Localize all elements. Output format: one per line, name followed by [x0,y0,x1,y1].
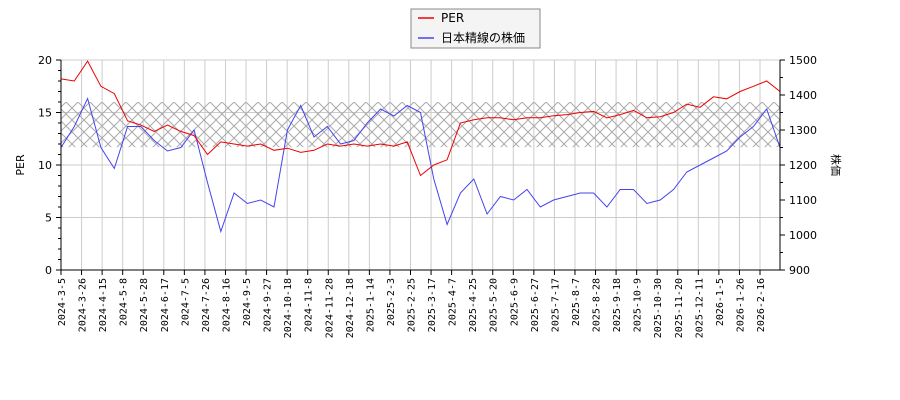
per-line [60,60,781,177]
x-tick-label: 2025-4-25 [468,278,479,332]
x-tick-label: 2024-7-26 [201,278,212,332]
range-band [61,102,780,148]
x-tick-label: 2024-4-15 [98,278,109,332]
stock-price-line [60,97,781,234]
x-tick-label: 2025-8-7 [571,278,582,326]
right-tick-label: 900 [789,264,810,277]
right-tick-label: 1400 [789,89,817,102]
right-tick-label: 1300 [789,124,817,137]
legend-price-label: 日本精線の株価 [441,30,525,45]
left-axis-title: PER [14,154,27,176]
x-tick-label: 2026-1-26 [735,278,746,332]
x-tick-label: 2025-6-9 [509,278,520,326]
x-tick-label: 2024-3-5 [57,278,68,326]
left-tick-label: 15 [38,107,52,120]
x-tick-label: 2025-9-18 [612,278,623,332]
x-tick-label: 2024-5-8 [119,278,130,326]
right-tick-label: 1200 [789,159,817,172]
x-tick-label: 2024-6-17 [160,278,171,332]
left-tick-label: 10 [38,159,52,172]
legend-per-label: PER [441,11,464,25]
x-tick-label: 2024-5-28 [139,278,150,332]
x-tick-label: 2025-10-9 [633,278,644,332]
x-tick-label: 2025-8-28 [592,278,603,332]
left-tick-label: 20 [38,54,52,67]
x-tick-label: 2024-7-5 [180,278,191,326]
x-tick-label: 2024-10-18 [283,278,294,338]
x-tick-label: 2025-7-17 [550,278,561,332]
x-tick-label: 2025-4-7 [448,278,459,326]
x-tick-label: 2025-11-20 [674,278,685,338]
x-tick-label: 2024-11-8 [304,278,315,332]
x-tick-label: 2024-8-16 [221,278,232,332]
legend: PER 日本精線の株価 [410,8,541,49]
x-tick-label: 2025-2-3 [386,278,397,326]
left-tick-label: 5 [45,212,52,225]
x-tick-label: 2024-9-5 [242,278,253,326]
right-axis-title: 株価 [829,154,843,176]
x-tick-label: 2025-10-30 [653,278,664,338]
x-tick-label: 2025-5-20 [489,278,500,332]
x-tick-label: 2025-2-25 [407,278,418,332]
right-tick-label: 1500 [789,54,817,67]
x-tick-label: 2024-3-26 [78,278,89,332]
right-tick-label: 1000 [789,229,817,242]
right-tick-label: 1100 [789,194,817,207]
left-tick-label: 0 [45,264,52,277]
left-axis-ticks: 0 5 10 15 20 [38,54,61,277]
x-tick-label: 2024-9-27 [263,278,274,332]
x-tick-label: 2026-1-5 [715,278,726,326]
x-tick-label: 2024-11-28 [324,278,335,338]
x-tick-label: 2025-3-17 [427,278,438,332]
x-axis-ticks: 2024-3-5 2024-3-26 2024-4-15 2024-5-8 2024-5… [57,270,767,338]
x-tick-label: 2026-2-16 [756,278,767,332]
x-tick-label: 2025-12-11 [694,278,705,338]
x-tick-label: 2024-12-18 [345,278,356,338]
right-axis-ticks: 900 1000 1100 1200 1300 1400 1500 [780,54,817,277]
x-tick-label: 2025-1-14 [365,278,376,332]
x-tick-label: 2025-6-27 [530,278,541,332]
